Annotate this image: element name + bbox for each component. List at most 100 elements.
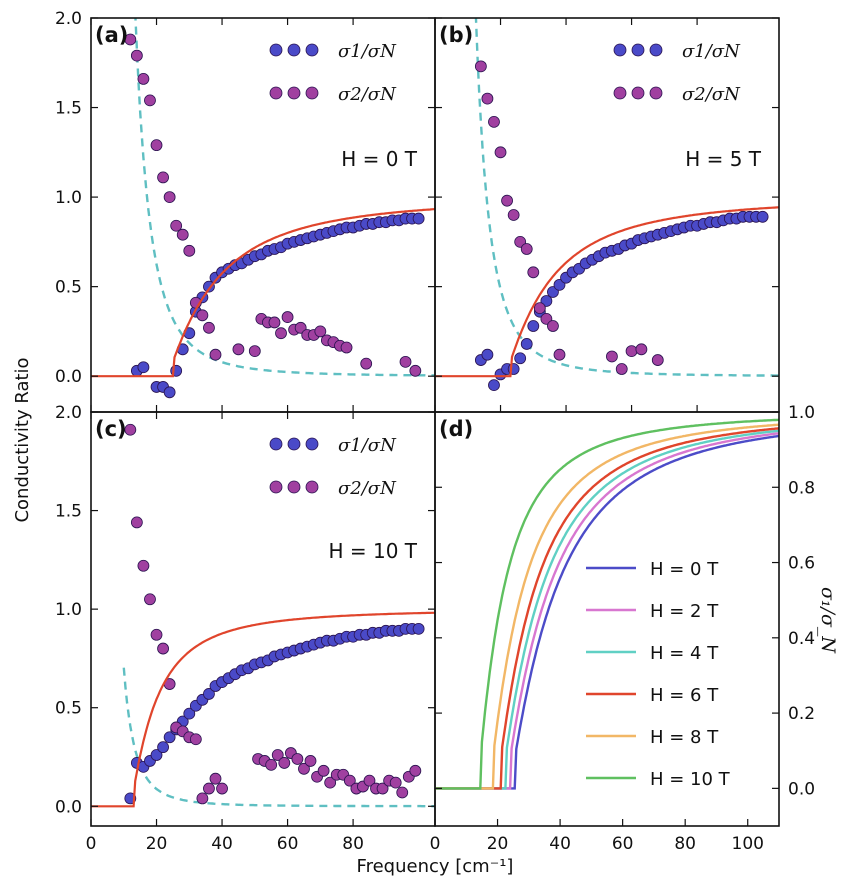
legend-label: σ2/σN	[338, 84, 397, 105]
point-sigma2	[183, 244, 196, 257]
y-tick-label: 2.0	[55, 403, 82, 423]
point-sigma1	[203, 688, 215, 700]
y-tick-label: 0.5	[55, 699, 82, 719]
legend-marker	[287, 86, 301, 100]
fit-line-sigma1	[435, 206, 779, 378]
point-sigma2	[298, 762, 310, 775]
point-sigma2	[144, 593, 156, 606]
point-sigma2	[124, 33, 137, 46]
point-sigma2	[324, 776, 337, 789]
point-sigma1	[481, 348, 494, 361]
legend-marker	[269, 43, 283, 57]
x-tick-label: 0	[430, 834, 441, 854]
x-tick-label: 20	[146, 834, 168, 854]
point-sigma2	[203, 321, 215, 334]
fit-line-sigma1	[91, 208, 435, 378]
legend-label: σ1/σN	[682, 41, 741, 62]
y-tick-label: 1.5	[55, 502, 82, 522]
panel-frame	[434, 411, 780, 827]
point-sigma2	[130, 516, 143, 529]
point-sigma2	[363, 774, 376, 787]
legend-label: H = 8 T	[650, 727, 719, 748]
point-sigma2	[317, 764, 330, 777]
x-tick-label: 60	[612, 834, 634, 854]
point-sigma2	[275, 327, 287, 340]
point-sigma2	[553, 348, 566, 361]
x-tick-label: 80	[674, 834, 696, 854]
point-sigma1	[514, 352, 527, 365]
legend-marker	[649, 43, 663, 57]
point-sigma2	[389, 776, 402, 789]
point-sigma2	[209, 348, 222, 361]
point-sigma2	[150, 139, 163, 152]
point-sigma2	[203, 782, 215, 795]
y-tick-label: 0.0	[55, 797, 82, 817]
point-sigma2	[157, 171, 169, 184]
panel-label: (c)	[95, 417, 127, 441]
field-label: H = 5 T	[685, 147, 762, 171]
point-sigma2	[232, 343, 245, 356]
x-tick-label: 100	[732, 834, 764, 854]
legend-label: σ1/σN	[338, 435, 397, 456]
legend-marker	[613, 86, 627, 100]
legend-marker	[305, 43, 319, 57]
panel-0: 0.0 0.5 1.0 1.5 2.0 σ1/σN σ2/σN H = 0 T (a)	[55, 9, 436, 413]
point-sigma2	[130, 49, 143, 62]
point-sigma2	[278, 757, 291, 769]
point-sigma2	[360, 357, 373, 370]
panel-3: 0.0 0.2 0.4 0.6 0.8 1.0 20 40 60 80 100 H = 0 T H = …	[434, 403, 839, 854]
point-sigma2	[124, 423, 137, 436]
legend-marker	[269, 437, 283, 451]
point-sigma2	[625, 345, 638, 358]
legend-label: H = 4 T	[650, 643, 719, 664]
point-sigma2	[494, 146, 507, 159]
field-label: H = 0 T	[341, 147, 418, 171]
point-sigma2	[291, 753, 304, 765]
legend-label: H = 10 T	[650, 769, 731, 790]
legend-marker	[649, 86, 663, 100]
point-sigma2	[409, 364, 422, 377]
legend-marker	[305, 86, 319, 100]
point-sigma2	[520, 243, 533, 255]
fit-line-sigma2	[134, 18, 435, 377]
point-sigma2	[507, 209, 520, 221]
legend-marker	[269, 480, 283, 494]
point-sigma1	[412, 622, 425, 635]
point-sigma2	[399, 355, 412, 368]
point-sigma1	[756, 210, 769, 223]
right-y-axis-label: σ₁/σ_N	[817, 587, 839, 654]
point-sigma2	[314, 325, 327, 338]
point-sigma2	[163, 191, 176, 203]
y-tick-label: 1.0	[788, 403, 815, 423]
point-sigma2	[196, 309, 209, 322]
point-sigma2	[481, 92, 494, 105]
point-sigma1	[527, 320, 540, 332]
point-sigma2	[216, 782, 228, 795]
point-sigma2	[635, 343, 648, 356]
point-sigma2	[343, 774, 356, 787]
x-tick-label: 80	[342, 834, 364, 854]
plot-area	[435, 18, 779, 392]
point-sigma1	[520, 338, 533, 350]
point-sigma2	[137, 72, 150, 85]
point-sigma2	[501, 194, 513, 207]
point-sigma2	[547, 320, 559, 332]
point-sigma2	[268, 316, 281, 329]
panel-label: (a)	[95, 23, 128, 47]
point-sigma2	[196, 792, 209, 805]
point-sigma2	[271, 749, 284, 761]
point-sigma1	[412, 212, 425, 225]
x-tick-label: 60	[277, 834, 299, 854]
y-tick-label: 1.0	[55, 188, 82, 208]
panel-label: (b)	[439, 23, 473, 47]
point-sigma2	[488, 115, 500, 128]
legend-marker	[287, 43, 301, 57]
point-sigma2	[651, 354, 664, 366]
plot-area	[435, 418, 779, 790]
panels: 0.0 0.5 1.0 1.5 2.0 σ1/σN σ2/σN H = 0 T (a) σ1/σN…	[55, 9, 839, 854]
point-sigma2	[376, 782, 389, 795]
point-sigma2	[137, 559, 150, 572]
point-sigma2	[248, 345, 261, 358]
fit-line-sigma2	[122, 667, 435, 808]
y-axis-label: Conductivity Ratio	[12, 357, 33, 522]
